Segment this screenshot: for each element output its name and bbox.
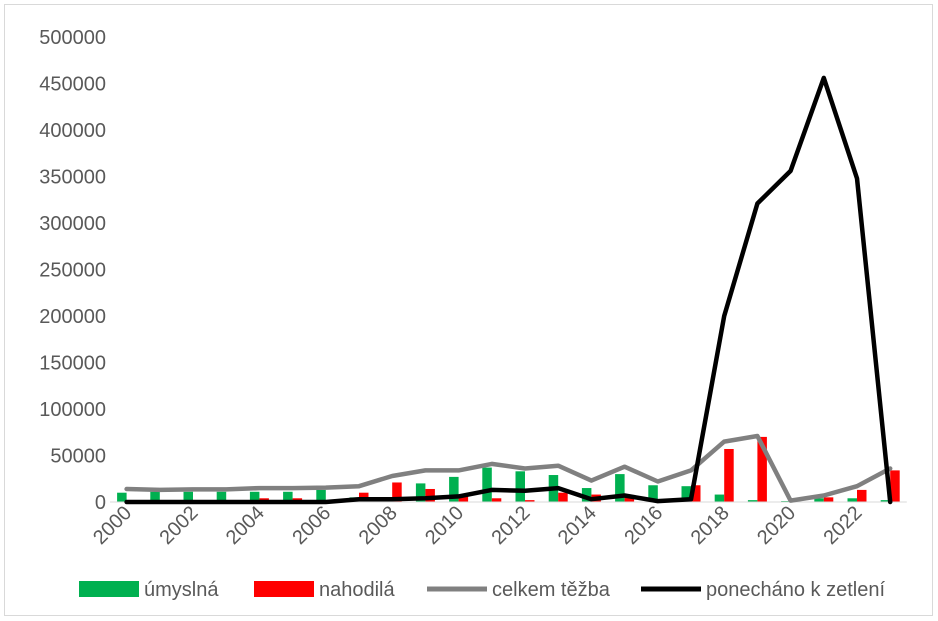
y-tick-label: 500000 (39, 27, 106, 49)
bar-nahodila (491, 498, 502, 502)
bar-nahodila (624, 497, 635, 502)
x-tick-label: 2006 (288, 502, 335, 549)
bar-umyslna (814, 498, 824, 502)
legend-label: úmyslná (144, 579, 219, 601)
x-tick-label: 2002 (156, 502, 203, 549)
x-tick-label: 2016 (620, 502, 667, 549)
bar-umyslna (117, 492, 127, 502)
bar-umyslna (714, 494, 725, 502)
bar-umyslna (615, 474, 625, 502)
legend-label: celkem těžba (492, 579, 611, 601)
x-tick-label: 2012 (488, 502, 535, 549)
chart-frame (4, 4, 933, 616)
bar-nahodila (392, 482, 402, 502)
legend-swatch (79, 581, 139, 597)
bar-umyslna (249, 491, 260, 502)
bar-umyslna (316, 489, 326, 502)
bar-umyslna (150, 491, 160, 502)
bar-umyslna (449, 476, 459, 502)
y-tick-label: 350000 (39, 167, 106, 189)
bar-nahodila (823, 497, 834, 502)
line-celkem-tezba (124, 433, 893, 503)
bar-umyslna (581, 488, 592, 502)
bar-umyslna (747, 500, 758, 502)
bar-nahodila (525, 500, 535, 502)
bar-nahodila (890, 470, 900, 502)
y-tick-label: 300000 (39, 213, 106, 235)
bar-umyslna (183, 491, 193, 502)
x-tick-label: 2004 (222, 502, 269, 549)
y-tick-label: 250000 (39, 260, 106, 282)
x-tick-label: 2020 (753, 502, 800, 549)
bar-nahodila (458, 496, 469, 502)
bar-nahodila (691, 485, 701, 502)
line-ponechano-k-zetleni (124, 75, 893, 505)
bar-nahodila (857, 489, 867, 502)
y-tick-label: 200000 (39, 306, 106, 328)
legend-label: ponecháno k zetlení (706, 579, 885, 601)
bar-umyslna (847, 498, 857, 502)
x-tick-label: 2008 (355, 502, 402, 549)
x-tick-label: 2018 (687, 502, 734, 549)
bar-nahodila (724, 448, 734, 502)
y-tick-label: 0 (95, 492, 106, 514)
bar-nahodila (425, 488, 435, 502)
bar-umyslna (515, 471, 525, 502)
bar-nahodila (757, 436, 767, 502)
bar-umyslna (482, 467, 492, 502)
bar-umyslna (681, 486, 691, 502)
bar-umyslna (880, 500, 891, 502)
legend-label: nahodilá (319, 579, 396, 601)
x-tick-label: 2014 (554, 502, 601, 549)
bar-umyslna (216, 491, 227, 502)
y-tick-label: 150000 (39, 353, 106, 375)
x-tick-label: 2010 (421, 502, 468, 549)
bar-umyslna (648, 485, 658, 502)
x-tick-label: 2022 (820, 502, 867, 549)
y-tick-label: 400000 (39, 120, 106, 142)
bar-umyslna (415, 483, 426, 502)
legend-swatch (254, 581, 314, 597)
bar-nahodila (558, 492, 568, 502)
y-tick-label: 100000 (39, 399, 106, 421)
y-tick-label: 450000 (39, 74, 106, 96)
bar-umyslna (283, 491, 293, 502)
y-tick-label: 50000 (50, 446, 106, 468)
